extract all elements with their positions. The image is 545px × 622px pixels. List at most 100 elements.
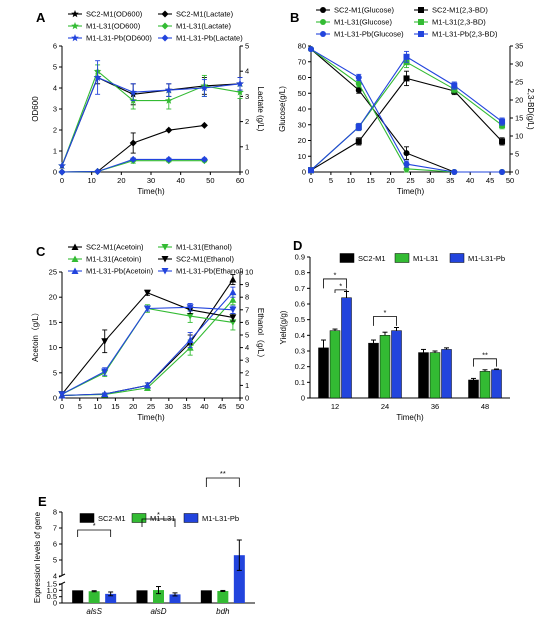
panel-c-letter: C <box>36 244 46 259</box>
panel-c-y-tick-label-right: 10 <box>245 268 253 277</box>
panel-b-legend-marker-m1-l31-2-3-bd <box>418 19 424 25</box>
panel-e-bar-m1-l31-pb <box>105 593 117 603</box>
panel-e-sig-bracket <box>77 529 112 537</box>
panel-e-sig-label: ** <box>220 469 226 478</box>
panel-a-series-line-m1-l31-pb-od600 <box>61 76 241 166</box>
panel-a-legend-marker-m1-l31-pb-od600 <box>71 34 79 42</box>
panel-b-x-tick-label: 10 <box>347 176 355 185</box>
panel-d-y-tick-label: 0.3 <box>295 347 305 356</box>
panel-e-bar-m1-l31-pb <box>233 555 245 603</box>
panel-d-sig-label: * <box>339 281 342 290</box>
panel-e-bar-sc2-m1 <box>200 590 212 603</box>
panel-c-legend-marker-sc2-m1-ethanol <box>161 256 169 263</box>
panel-b-point-sc2-m1-2-3-bd <box>403 75 410 82</box>
panel-e-bar-m1-l31-pb <box>169 594 181 603</box>
panel-d-bar-sc2-m1 <box>418 352 429 399</box>
panel-e-legend-label-m1-l31-pb: M1-L31-Pb <box>202 514 239 523</box>
panel-a-legend-marker-m1-l31-lactate <box>161 22 169 30</box>
panel-c-y-tick-label-right: 0 <box>245 394 249 403</box>
panel-e-y-tick-label: 5 <box>53 556 57 565</box>
panel-b-legend-label-sc2-m1-2-3-bd: SC2-M1(2,3-BD) <box>432 6 488 15</box>
panel-a-legend-label-m1-l31-od600: M1-L31(OD600) <box>86 22 141 31</box>
panel-d-x-tick-label: 12 <box>331 402 339 411</box>
panel-d-bar-sc2-m1 <box>368 342 379 399</box>
panel-b-y-tick-label-right: 15 <box>515 114 523 123</box>
panel-a-y-tick-label-right: 0 <box>245 168 249 177</box>
panel-c-legend-label-m1-l31-pb-acetoin: M1-L31-Pb(Acetoin) <box>86 267 154 276</box>
panel-c-point-m1-l31-acetoin <box>229 296 237 303</box>
panel-b-point-m1-l31-glucose <box>355 80 362 87</box>
panel-b-legend-marker-m1-l31-pb-glucose <box>320 31 326 37</box>
panel-c-x-tick-label: 50 <box>236 402 244 411</box>
panel-b-x-label: Time(h) <box>397 187 425 196</box>
panel-b-y-tick-label-left: 10 <box>298 152 306 161</box>
panel-c-x-label: Time(h) <box>137 413 165 422</box>
panel-c-point-m1-l31-pb-ethanol <box>143 305 151 313</box>
panel-c-point-sc2-m1-ethanol <box>143 289 151 297</box>
panel-b-legend-marker-sc2-m1-glucose <box>320 7 326 13</box>
panel-e-y-tick-label: 1.0 <box>47 586 57 595</box>
panel-d-x-tick-label: 24 <box>381 402 389 411</box>
panel-a-point-m1-l31-pb-od600 <box>93 73 102 81</box>
panel-c-x-tick-label: 35 <box>182 402 190 411</box>
panel-c-legend-marker-m1-l31-pb-acetoin <box>71 267 79 274</box>
panel-e-legend-label-m1-l31: M1-L31 <box>150 514 175 523</box>
panel-d-y-tick-label: 0 <box>301 394 305 403</box>
panel-e-sig-label: * <box>93 521 96 530</box>
panel-c-y-tick-label-right: 8 <box>245 293 249 302</box>
panel-a-y-tick-label-right: 2 <box>245 117 249 126</box>
panel-a-legend-label-sc2-m1-lactate: SC2-M1(Lactate) <box>176 10 234 19</box>
panel-b-y-label-right: 2,3-BD(g/L) <box>526 88 535 130</box>
panel-c-x-tick-label: 20 <box>129 402 137 411</box>
panel-c-legend-label-m1-l31-pb-ethanol: M1-L31-Pb(Ethanol) <box>176 267 244 276</box>
panel-d-sig-bracket <box>323 278 347 289</box>
panel-c-legend-label-m1-l31-ethanol: M1-L31(Ethanol) <box>176 243 232 252</box>
panel-d-bar-m1-l31-pb <box>491 369 502 399</box>
panel-a-y-tick-label-left: 1 <box>53 147 57 156</box>
panel-e-y-tick-label: 6 <box>53 540 57 549</box>
panel-d-legend-label-sc2-m1: SC2-M1 <box>358 254 386 263</box>
panel-a-point-m1-l31-pb-lactate <box>58 168 66 176</box>
panel-c-legend-label-sc2-m1-acetoin: SC2-M1(Acetoin) <box>86 243 144 252</box>
panel-c-x-tick-label: 0 <box>60 402 64 411</box>
panel-b-y-tick-label-left: 50 <box>298 89 306 98</box>
panel-b-point-m1-l31-pb-glucose <box>308 46 314 53</box>
panel-b-y-tick-label-right: 25 <box>515 78 523 87</box>
panel-b-x-tick-label: 0 <box>309 176 313 185</box>
panel-e-gene-label-bdh: bdh <box>216 607 230 616</box>
panel-c-y-tick-label-right: 4 <box>245 343 249 352</box>
panel-a-point-sc2-m1-lactate <box>200 121 208 129</box>
panel-b-y-tick-label-left: 40 <box>298 105 306 114</box>
panel-a-y-tick-label-right: 5 <box>245 42 249 51</box>
panel-b-x-tick-label: 45 <box>486 176 494 185</box>
panel-b-y-label-left: Glucose(g/L) <box>278 86 287 132</box>
panel-a-y-tick-label-left: 0 <box>53 168 57 177</box>
panel-d-bar-sc2-m1 <box>468 379 479 399</box>
panel-d-bar-m1-l31-pb <box>341 297 352 399</box>
panel-b-point-m1-l31-pb-glucose <box>451 169 458 175</box>
panel-d-x-tick-label: 48 <box>481 402 489 411</box>
panel-a-legend-label-m1-l31-pb-od600: M1-L31-Pb(OD600) <box>86 34 152 43</box>
panel-b-legend-marker-sc2-m1-2-3-bd <box>418 7 424 13</box>
panel-b-y-tick-label-left: 60 <box>298 73 306 82</box>
panel-a-y-label-right: Lactate (g/L) <box>256 87 265 132</box>
panel-e-bar-m1-l31 <box>88 591 100 603</box>
panel-c-y-tick-label-left: 20 <box>49 293 57 302</box>
panel-e-sig-bracket <box>141 518 176 527</box>
panel-c-x-tick-label: 5 <box>78 402 82 411</box>
panel-b-x-tick-label: 20 <box>386 176 394 185</box>
panel-b-legend-label-m1-l31-pb-2-3-bd: M1-L31-Pb(2,3-BD) <box>432 30 498 39</box>
panel-d-bar-m1-l31-pb <box>441 349 452 399</box>
panel-c-y-tick-label-right: 5 <box>245 331 249 340</box>
panel-d-x-tick-label: 36 <box>431 402 439 411</box>
panel-c-y-tick-label-right: 7 <box>245 305 249 314</box>
panel-c-y-tick-label-left: 5 <box>53 368 57 377</box>
panel-b-y-tick-label-right: 30 <box>515 60 523 69</box>
panel-d-y-tick-label: 0.1 <box>295 378 305 387</box>
panel-c-point-sc2-m1-ethanol <box>229 314 237 321</box>
panel-a-point-m1-l31-pb-od600 <box>200 84 209 92</box>
panel-d-letter: D <box>293 238 302 253</box>
panel-b-y-tick-label-left: 20 <box>298 136 306 145</box>
panel-b-x-tick-label: 25 <box>406 176 414 185</box>
panel-a-x-tick-label: 0 <box>60 176 64 185</box>
